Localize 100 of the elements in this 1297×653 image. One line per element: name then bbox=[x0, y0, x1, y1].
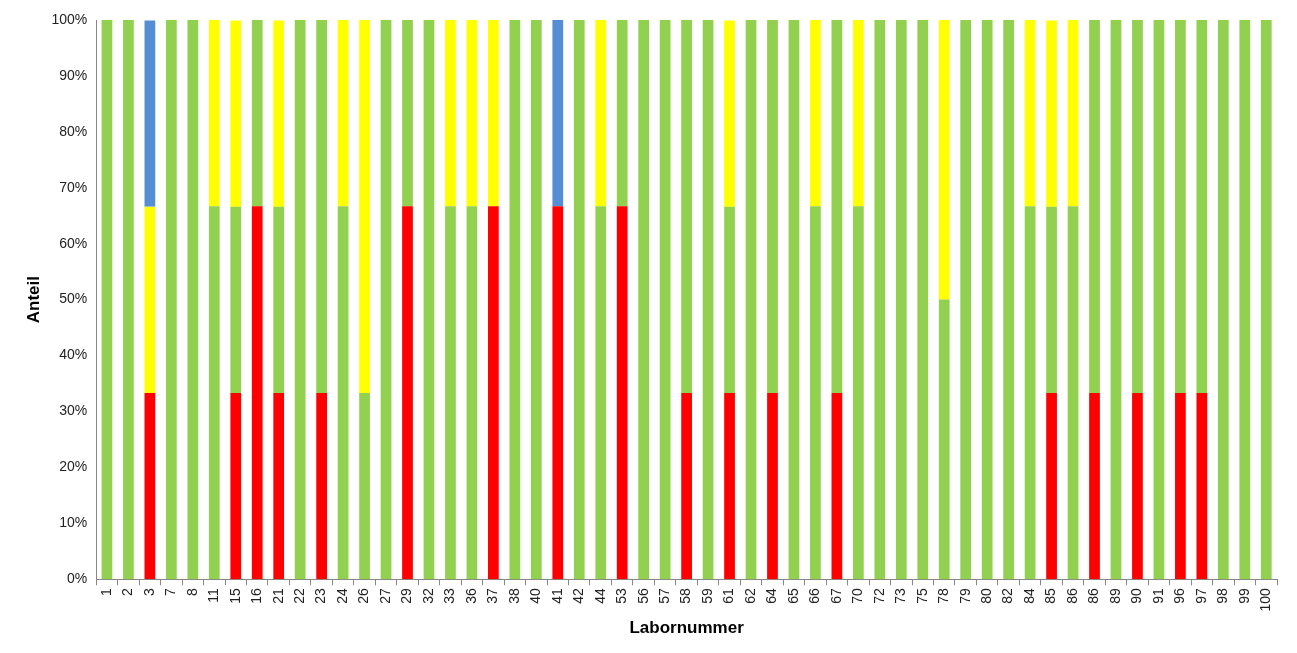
bar bbox=[123, 20, 134, 580]
bar bbox=[466, 20, 478, 207]
bar bbox=[810, 20, 821, 207]
bar bbox=[1046, 393, 1057, 580]
bar bbox=[1024, 206, 1036, 580]
bar bbox=[144, 393, 156, 580]
bar bbox=[681, 20, 692, 394]
bar bbox=[208, 206, 220, 580]
x-tick-label: 53 bbox=[613, 588, 630, 604]
bar bbox=[1175, 393, 1186, 580]
x-tick-label: 65 bbox=[784, 588, 801, 604]
bar bbox=[294, 20, 306, 580]
bar bbox=[445, 206, 456, 580]
bar bbox=[917, 20, 929, 580]
bar bbox=[1132, 20, 1143, 394]
x-tick-label: 59 bbox=[698, 588, 715, 604]
x-tick-label: 3 bbox=[140, 588, 157, 597]
x-tick-label: 79 bbox=[956, 588, 973, 604]
x-tick-label: 67 bbox=[827, 588, 844, 604]
x-tick-label: 91 bbox=[1149, 588, 1166, 604]
x-tick-label: 78 bbox=[935, 588, 952, 604]
bar bbox=[1067, 206, 1079, 580]
bar bbox=[681, 393, 692, 580]
x-tick-label: 37 bbox=[484, 588, 501, 604]
bar bbox=[767, 20, 778, 394]
x-tick-label: 7 bbox=[162, 588, 179, 597]
bar bbox=[208, 20, 220, 207]
y-tick-label: 100% bbox=[51, 10, 88, 27]
bar bbox=[101, 20, 113, 580]
bar bbox=[1110, 20, 1122, 580]
bar bbox=[230, 206, 242, 394]
bar bbox=[1046, 20, 1057, 207]
x-tick-label: 27 bbox=[376, 588, 393, 604]
bar bbox=[745, 20, 757, 580]
x-tick-label: 58 bbox=[677, 588, 694, 604]
bar bbox=[337, 206, 349, 580]
x-tick-label: 62 bbox=[741, 588, 758, 604]
bar bbox=[230, 20, 242, 207]
bar bbox=[423, 20, 435, 580]
x-tick-label: 99 bbox=[1235, 588, 1252, 604]
x-tick-label: 85 bbox=[1042, 588, 1059, 604]
y-tick-label: 40% bbox=[59, 346, 88, 363]
bar bbox=[1175, 20, 1186, 394]
y-tick-label: 10% bbox=[59, 514, 88, 531]
x-tick-label: 64 bbox=[763, 588, 780, 604]
bar bbox=[895, 20, 907, 580]
bar bbox=[724, 20, 735, 207]
x-tick-label: 11 bbox=[205, 588, 222, 603]
x-tick-label: 97 bbox=[1192, 588, 1209, 604]
bar bbox=[337, 20, 349, 207]
x-tick-label: 32 bbox=[419, 588, 436, 604]
bar bbox=[874, 20, 886, 580]
x-tick-label: 80 bbox=[978, 588, 995, 604]
bar bbox=[1217, 20, 1229, 580]
bar bbox=[380, 20, 392, 580]
x-tick-label: 57 bbox=[655, 588, 672, 604]
bar bbox=[466, 206, 478, 580]
y-tick-label: 80% bbox=[59, 122, 88, 139]
bar bbox=[938, 20, 950, 300]
x-tick-label: 86 bbox=[1085, 588, 1102, 604]
x-tick-label: 89 bbox=[1106, 588, 1123, 604]
bar bbox=[767, 393, 778, 580]
x-tick-label: 84 bbox=[1020, 588, 1037, 604]
x-tick-label: 72 bbox=[870, 588, 887, 604]
bar bbox=[251, 20, 263, 207]
x-tick-label: 33 bbox=[441, 588, 458, 604]
x-tick-label: 44 bbox=[591, 588, 608, 604]
bar bbox=[316, 393, 327, 580]
bar bbox=[981, 20, 993, 580]
y-axis-title: Anteil bbox=[23, 276, 43, 324]
bar bbox=[1239, 20, 1251, 580]
x-tick-label: 66 bbox=[806, 588, 823, 604]
bar bbox=[724, 393, 735, 580]
y-tick-label: 30% bbox=[59, 402, 88, 419]
y-tick-label: 0% bbox=[66, 570, 88, 587]
bar bbox=[1024, 20, 1036, 207]
bar bbox=[488, 20, 499, 207]
x-tick-label: 90 bbox=[1128, 588, 1145, 604]
x-tick-label: 16 bbox=[248, 588, 265, 604]
bar bbox=[1089, 393, 1100, 580]
bar bbox=[402, 206, 413, 580]
bar bbox=[1153, 20, 1165, 580]
x-tick-label: 86 bbox=[1063, 588, 1080, 604]
x-tick-label: 70 bbox=[849, 588, 866, 604]
x-tick-label: 82 bbox=[999, 588, 1016, 604]
bar bbox=[509, 20, 521, 580]
bar bbox=[831, 20, 843, 394]
bar bbox=[144, 20, 156, 207]
bar bbox=[1260, 20, 1272, 580]
bar bbox=[960, 20, 972, 580]
bar bbox=[552, 20, 564, 207]
x-tick-label: 41 bbox=[548, 588, 565, 604]
x-tick-label: 73 bbox=[892, 588, 909, 604]
bar bbox=[831, 393, 843, 580]
x-tick-label: 98 bbox=[1214, 588, 1231, 604]
bar bbox=[1067, 20, 1079, 207]
bar bbox=[938, 299, 950, 580]
x-axis-title: Labornummer bbox=[629, 618, 745, 638]
y-tick-label: 50% bbox=[59, 290, 88, 307]
x-tick-label: 23 bbox=[312, 588, 329, 604]
